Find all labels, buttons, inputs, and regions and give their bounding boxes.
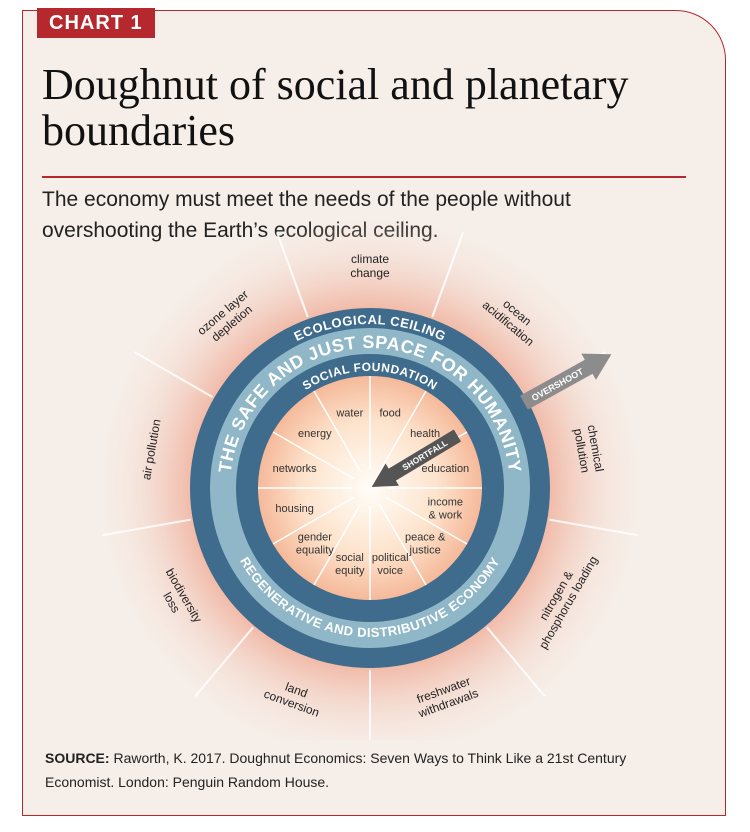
social-label: income & work [428, 497, 463, 522]
social-label-line: housing [275, 503, 314, 515]
social-label-line: energy [298, 428, 332, 440]
social-label-line: education [421, 463, 469, 475]
source: SOURCE: Raworth, K. 2017. Doughnut Econo… [45, 746, 685, 794]
social-label-line: social [336, 552, 364, 564]
arrow-shaft [386, 429, 462, 482]
boundary-spoke [431, 232, 464, 318]
social-label: education [421, 463, 469, 475]
boundary-spoke [101, 518, 191, 537]
boundary-spoke [276, 232, 309, 318]
social-label: food [379, 408, 400, 420]
social-label-line: water [335, 408, 363, 420]
social-label-line: & work [429, 510, 463, 522]
core-spoke [272, 496, 355, 545]
social-label: social equity [335, 552, 365, 577]
planetary-label-line: change [350, 266, 390, 280]
core-spoke [272, 431, 355, 480]
social-label-line: gender [298, 532, 333, 544]
social-label-line: equality [296, 545, 334, 557]
social-label: housing [275, 503, 314, 515]
title: Doughnut of social and planetary boundar… [42, 60, 629, 155]
source-text: Raworth, K. 2017. Doughnut Economics: Se… [45, 750, 627, 790]
core [258, 376, 482, 600]
social-label: energy [298, 428, 332, 440]
social-label: political voice [372, 552, 409, 577]
social-label-line: food [379, 408, 400, 420]
core-spoke [313, 390, 362, 473]
core-spoke [378, 390, 427, 473]
arrow-head [581, 353, 612, 380]
title-rule [42, 176, 686, 178]
boundary-spoke [549, 518, 639, 537]
arrow-shaft [520, 358, 595, 410]
social-label-line: income [428, 497, 463, 509]
social-label: gender equality [296, 532, 334, 557]
planetary-label-line: climate [351, 252, 389, 266]
planetary-label: climate change [350, 252, 390, 280]
chart-label: CHART 1 [37, 8, 155, 38]
social-label-line: voice [377, 565, 403, 577]
core-spoke [385, 496, 468, 545]
core-spoke [378, 503, 427, 586]
social-label-line: political [372, 552, 409, 564]
arrow-head [371, 463, 399, 487]
social-label-line: health [410, 428, 440, 440]
social-label: peace & justice [405, 532, 446, 557]
social-label: health [410, 428, 440, 440]
social-label-line: equity [335, 565, 365, 577]
social-label: networks [273, 463, 318, 475]
social-label: water [335, 408, 363, 420]
core-spoke [313, 503, 362, 586]
social-label-line: peace & [405, 532, 446, 544]
source-label: SOURCE: [45, 750, 110, 766]
social-label-line: networks [273, 463, 318, 475]
boundary-spoke [133, 351, 213, 398]
boundary-spoke [486, 626, 546, 698]
boundary-spoke [194, 626, 254, 698]
social-label-line: justice [409, 545, 441, 557]
